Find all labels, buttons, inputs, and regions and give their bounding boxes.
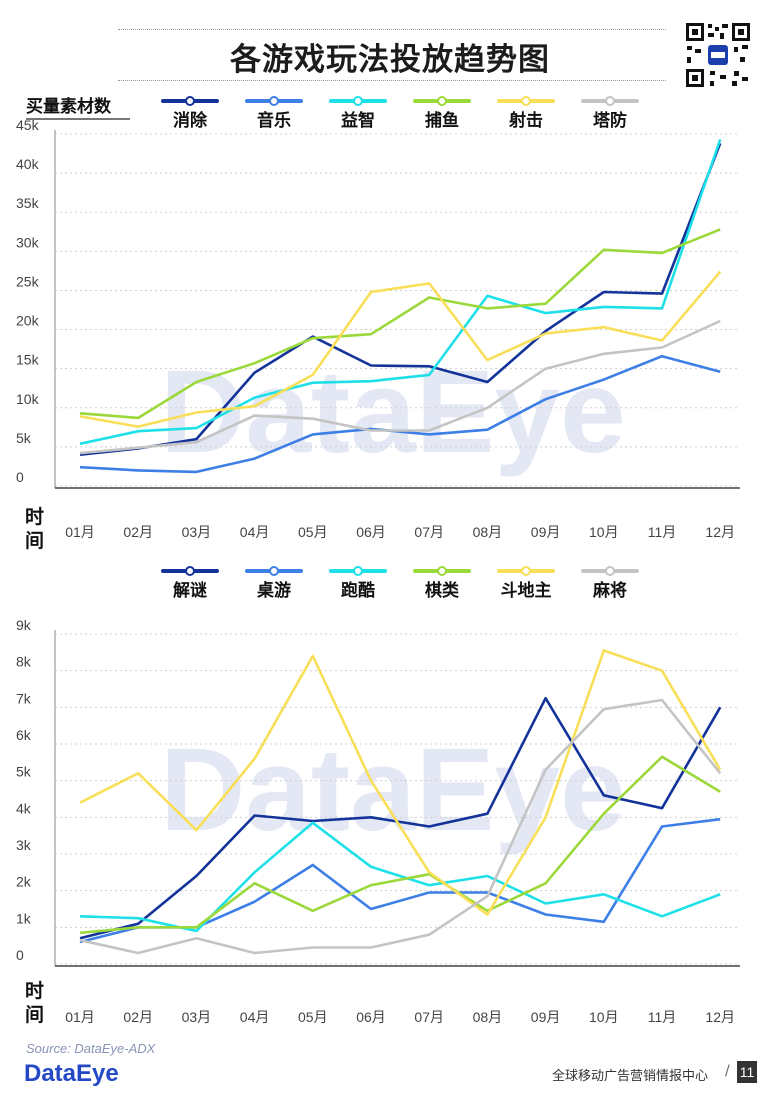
source-note: Source: DataEye-ADX bbox=[26, 1041, 156, 1056]
x-axis-title-char: 间 bbox=[25, 530, 44, 550]
y-tick-label: 6k bbox=[16, 727, 32, 743]
unit-label-underline bbox=[26, 118, 130, 120]
page-number: 11 bbox=[737, 1061, 757, 1083]
legend-swatch-marker bbox=[521, 96, 531, 106]
legend-swatch-marker bbox=[353, 566, 363, 576]
legend-label: 射击 bbox=[508, 110, 543, 131]
x-tick-label: 01月 bbox=[65, 1009, 95, 1025]
footer-label: 全球移动广告营销情报中心 bbox=[552, 1069, 709, 1084]
title-top-border bbox=[118, 29, 666, 30]
y-tick-label: 2k bbox=[16, 874, 32, 890]
y-tick-label: 20k bbox=[16, 313, 40, 329]
legend-label: 音乐 bbox=[257, 110, 291, 131]
series-line bbox=[79, 698, 722, 955]
y-tick-label: 5k bbox=[16, 764, 32, 780]
x-tick-label: 12月 bbox=[705, 524, 735, 540]
y-tick-label: 0 bbox=[16, 947, 24, 963]
y-tick-label: 40k bbox=[16, 156, 40, 172]
legend-swatch-marker bbox=[185, 96, 195, 106]
series-line bbox=[79, 755, 721, 935]
legend-label: 棋类 bbox=[425, 580, 460, 601]
y-tick-label: 1k bbox=[16, 910, 32, 926]
x-tick-label: 02月 bbox=[123, 524, 153, 540]
x-tick-label: 05月 bbox=[298, 524, 328, 540]
series-line bbox=[79, 139, 722, 446]
series-line bbox=[79, 228, 721, 420]
x-tick-label: 08月 bbox=[473, 1009, 503, 1025]
legend-label: 益智 bbox=[341, 110, 375, 131]
x-tick-label: 04月 bbox=[240, 1009, 270, 1025]
series-line bbox=[79, 142, 722, 456]
y-tick-label: 35k bbox=[16, 195, 40, 211]
series-line bbox=[79, 821, 721, 933]
x-axis-title-char: 时 bbox=[25, 980, 44, 1002]
x-axis-title-char: 间 bbox=[25, 1004, 44, 1026]
brand-logo: DataEye bbox=[24, 1060, 119, 1087]
x-tick-label: 07月 bbox=[414, 1009, 444, 1025]
title-bottom-border bbox=[118, 80, 666, 81]
legend-label: 塔防 bbox=[593, 110, 627, 131]
y-tick-label: 45k bbox=[16, 117, 40, 133]
footer-divider: / bbox=[725, 1063, 730, 1079]
x-tick-label: 03月 bbox=[182, 524, 212, 540]
legend-swatch-marker bbox=[437, 96, 447, 106]
x-tick-label: 03月 bbox=[182, 1009, 212, 1025]
y-tick-label: 7k bbox=[16, 690, 32, 706]
legend-swatch-marker bbox=[521, 566, 531, 576]
y-tick-label: 4k bbox=[16, 800, 32, 816]
x-tick-label: 07月 bbox=[414, 524, 444, 540]
qr-code-icon bbox=[684, 21, 752, 89]
series-line bbox=[79, 696, 722, 940]
legend-label: 捕鱼 bbox=[425, 110, 459, 131]
x-tick-label: 09月 bbox=[531, 1009, 561, 1025]
y-tick-label: 9k bbox=[16, 617, 32, 633]
x-tick-label: 10月 bbox=[589, 524, 619, 540]
y-tick-label: 15k bbox=[16, 352, 40, 368]
x-tick-label: 11月 bbox=[648, 1009, 677, 1025]
y-tick-label: 8k bbox=[16, 654, 32, 670]
y-tick-label: 10k bbox=[16, 391, 40, 407]
x-tick-label: 06月 bbox=[356, 1009, 386, 1025]
legend-label: 解谜 bbox=[173, 580, 208, 601]
x-tick-label: 05月 bbox=[298, 1009, 328, 1025]
y-axis-unit-label: 买量素材数 bbox=[26, 97, 111, 117]
legend-label: 消除 bbox=[173, 110, 208, 131]
legend-label: 麻将 bbox=[592, 580, 627, 601]
x-tick-label: 12月 bbox=[705, 1009, 735, 1025]
legend-label: 桌游 bbox=[257, 580, 291, 601]
legend-swatch-marker bbox=[269, 96, 279, 106]
series-line bbox=[79, 319, 721, 455]
x-tick-label: 10月 bbox=[589, 1009, 619, 1025]
x-tick-label: 04月 bbox=[240, 524, 270, 540]
y-tick-label: 25k bbox=[16, 273, 40, 289]
x-tick-label: 01月 bbox=[65, 524, 95, 540]
y-tick-label: 30k bbox=[16, 234, 40, 250]
y-tick-label: 0 bbox=[16, 469, 24, 485]
x-tick-label: 08月 bbox=[473, 524, 503, 540]
x-tick-label: 06月 bbox=[356, 524, 386, 540]
x-axis-title-char: 时 bbox=[25, 506, 44, 528]
series-line bbox=[79, 270, 722, 428]
legend-label: 跑酷 bbox=[341, 580, 375, 601]
legend-label: 斗地主 bbox=[501, 580, 552, 601]
legend-swatch-marker bbox=[437, 566, 447, 576]
y-tick-label: 5k bbox=[16, 430, 32, 446]
legend-swatch-marker bbox=[605, 96, 615, 106]
x-tick-label: 11月 bbox=[648, 524, 677, 540]
legend-swatch-marker bbox=[269, 566, 279, 576]
x-tick-label: 09月 bbox=[531, 524, 561, 540]
page-title: 各游戏玩法投放趋势图 bbox=[230, 42, 550, 78]
x-tick-label: 02月 bbox=[123, 1009, 153, 1025]
series-line bbox=[79, 649, 722, 916]
legend-swatch-marker bbox=[185, 566, 195, 576]
y-tick-label: 3k bbox=[16, 837, 32, 853]
legend-swatch-marker bbox=[605, 566, 615, 576]
legend-swatch-marker bbox=[353, 96, 363, 106]
